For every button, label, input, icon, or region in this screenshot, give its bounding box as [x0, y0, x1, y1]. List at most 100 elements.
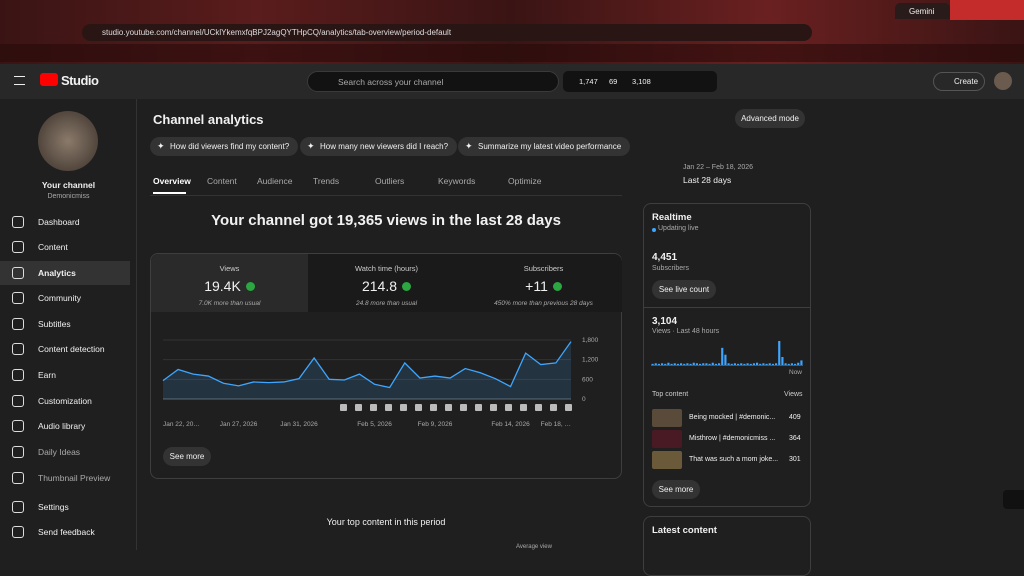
- content-row[interactable]: That was such a mom joke... 301: [652, 451, 802, 469]
- nav-item[interactable]: Analytics: [0, 261, 130, 285]
- tab[interactable]: Trends: [313, 176, 340, 186]
- period-range: Jan 22 – Feb 18, 2026: [683, 164, 754, 171]
- metrics-card: Views 19.4K 7.0K more than usual Watch tim…: [150, 253, 622, 479]
- tab[interactable]: Audience: [257, 176, 293, 186]
- nav-item[interactable]: Daily Ideas: [0, 440, 130, 464]
- see-more[interactable]: See more: [652, 480, 700, 499]
- window-controls[interactable]: [950, 0, 1024, 20]
- bar: [714, 363, 717, 365]
- top-content: Top content: [652, 391, 689, 398]
- nav-icon: [12, 241, 24, 253]
- channel-label: Your channel: [41, 180, 96, 190]
- bar: [797, 362, 800, 365]
- bar: [699, 363, 702, 365]
- bar: [661, 363, 664, 365]
- nav-item[interactable]: Settings: [0, 495, 130, 519]
- x-tick-label: Feb 18, …: [541, 421, 571, 428]
- nav-icon: [12, 369, 24, 381]
- tab[interactable]: Gemini: [895, 3, 950, 19]
- live-dot: [652, 228, 656, 232]
- live-count[interactable]: See live count: [652, 280, 716, 299]
- nav-item[interactable]: Earn: [0, 363, 130, 387]
- views: 3,104: [652, 316, 678, 327]
- nav-item[interactable]: Customization: [0, 389, 130, 413]
- subscribers-label: Subscribers: [652, 265, 689, 272]
- page-title: Channel analytics: [153, 112, 264, 127]
- tab[interactable]: Optimize: [508, 176, 542, 186]
- video-marker: [460, 404, 467, 411]
- nav-item[interactable]: Subtitles: [0, 312, 130, 336]
- bar: [670, 363, 673, 365]
- realtime-title: Realtime: [652, 212, 692, 223]
- content-views: 364: [789, 435, 801, 442]
- bar: [800, 360, 803, 365]
- metric-value: +11: [465, 278, 622, 294]
- nav-label: Earn: [38, 370, 56, 380]
- bar: [740, 363, 743, 365]
- bar: [657, 363, 660, 365]
- nav-label: Content detection: [38, 344, 105, 354]
- bar: [680, 363, 683, 365]
- tab-indicator: [153, 192, 186, 194]
- bar: [781, 357, 784, 365]
- nav-item[interactable]: Community: [0, 286, 130, 310]
- nav-item[interactable]: Dashboard: [0, 210, 130, 234]
- sidebar: [0, 99, 137, 550]
- metric-tab[interactable]: Watch time (hours) 214.8 24.8 more than us…: [308, 254, 465, 312]
- bar: [746, 363, 749, 365]
- metric-note: 24.8 more than usual: [355, 300, 418, 307]
- search-box[interactable]: Search across your channel: [307, 71, 559, 92]
- nav-icon: [12, 267, 24, 279]
- nav-item[interactable]: Content: [0, 235, 130, 259]
- suggestion-chip[interactable]: How did viewers find my content?: [150, 137, 299, 156]
- bar: [759, 363, 762, 365]
- video-marker: [370, 404, 377, 411]
- video-marker: [355, 404, 362, 411]
- bar: [702, 363, 705, 365]
- floating-widget[interactable]: [1003, 490, 1024, 509]
- content-row[interactable]: Being mocked | #demonic... 409: [652, 409, 802, 427]
- menu-icon[interactable]: [14, 76, 25, 85]
- bar: [651, 363, 654, 365]
- tab[interactable]: Overview: [153, 176, 191, 186]
- period[interactable]: Last 28 days: [683, 175, 732, 185]
- nav-item[interactable]: Content detection: [0, 337, 130, 361]
- avatar[interactable]: [994, 72, 1012, 90]
- bar: [752, 363, 755, 365]
- suggestion-chip[interactable]: How many new viewers did I reach?: [300, 137, 458, 156]
- yt-logo: [40, 73, 58, 86]
- column-header: Average view: [516, 544, 552, 550]
- nav-label: Send feedback: [38, 527, 95, 537]
- y-tick-label: 600: [582, 376, 593, 383]
- advanced-mode[interactable]: Advanced mode: [735, 109, 805, 128]
- content-row[interactable]: Misthrow | #demonicmiss ... 364: [652, 430, 802, 448]
- suggestion-chip[interactable]: Summarize my latest video performance: [458, 137, 631, 156]
- bar: [692, 362, 695, 365]
- bar: [721, 347, 724, 365]
- bar: [695, 363, 698, 365]
- tab[interactable]: Content: [207, 176, 237, 186]
- see-more[interactable]: See more: [163, 447, 211, 466]
- metric-tab[interactable]: Views 19.4K 7.0K more than usual: [151, 254, 308, 312]
- nav-label: Content: [38, 242, 68, 252]
- address-bar[interactable]: studio.youtube.com/channel/UCklYkemxfqBP…: [82, 24, 812, 41]
- tab[interactable]: Outliers: [375, 176, 405, 186]
- metric-value: 19.4K: [151, 278, 308, 294]
- metric-tab[interactable]: Subscribers +11 450% more than previous 28…: [465, 254, 622, 312]
- create-button[interactable]: Create: [933, 72, 985, 91]
- video-marker: [520, 404, 527, 411]
- nav-icon: [12, 526, 24, 538]
- stat: 1,747: [579, 77, 598, 86]
- nav-item[interactable]: Audio library: [0, 414, 130, 438]
- tab[interactable]: Keywords: [438, 176, 476, 186]
- nav-item[interactable]: Send feedback: [0, 520, 130, 544]
- latest-card: Latest content: [643, 516, 811, 576]
- realtime-card: Realtime Updating live 4,451 Subscribers…: [643, 203, 811, 507]
- channel-avatar[interactable]: [38, 111, 98, 171]
- bar: [730, 363, 733, 365]
- content-views: 301: [789, 456, 801, 463]
- bar: [724, 354, 727, 365]
- bar: [718, 363, 721, 365]
- nav-item[interactable]: Thumbnail Preview: [0, 466, 130, 490]
- stat: 69: [609, 77, 618, 86]
